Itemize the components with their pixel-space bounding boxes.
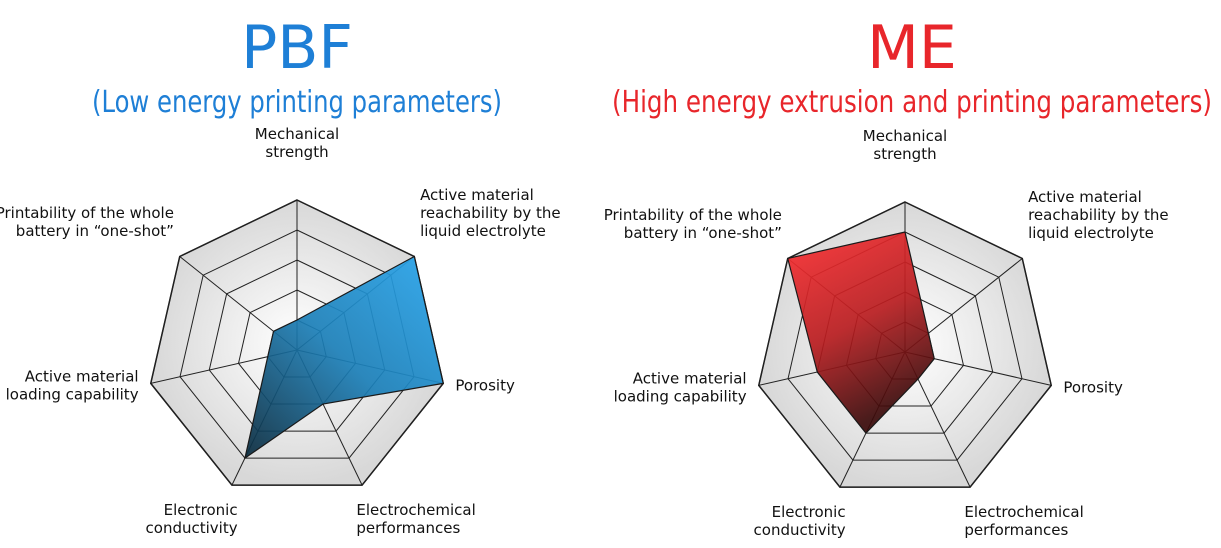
axis-label: Electronic conductivity	[754, 503, 846, 539]
axis-label: Printability of the whole battery in “one…	[604, 206, 782, 242]
chart-title: PBF	[241, 13, 353, 83]
axis-label: Mechanical strength	[255, 125, 339, 161]
axis-label: Porosity	[455, 377, 515, 395]
axis-label: Active material loading capability	[614, 370, 747, 406]
chart-subtitle: (High energy extrusion and printing para…	[612, 85, 1212, 120]
axis-label: Printability of the whole battery in “one…	[0, 204, 174, 240]
chart-subtitle: (Low energy printing parameters)	[92, 85, 502, 120]
axis-label: Porosity	[1063, 379, 1123, 397]
axis-label: Electrochemical performances	[964, 503, 1083, 539]
chart-title: ME	[867, 13, 957, 83]
axis-label: Active material loading capability	[6, 368, 139, 404]
axis-label: Mechanical strength	[863, 127, 947, 163]
axis-label: Active material reachability by the liquid…	[1028, 188, 1169, 242]
radar-area	[244, 255, 444, 460]
axis-label: Active material reachability by the liquid…	[420, 186, 561, 240]
axis-label: Electrochemical performances	[356, 501, 475, 537]
axis-label: Electronic conductivity	[146, 501, 238, 537]
grid-ring	[758, 201, 1052, 488]
radar-area	[786, 231, 935, 434]
